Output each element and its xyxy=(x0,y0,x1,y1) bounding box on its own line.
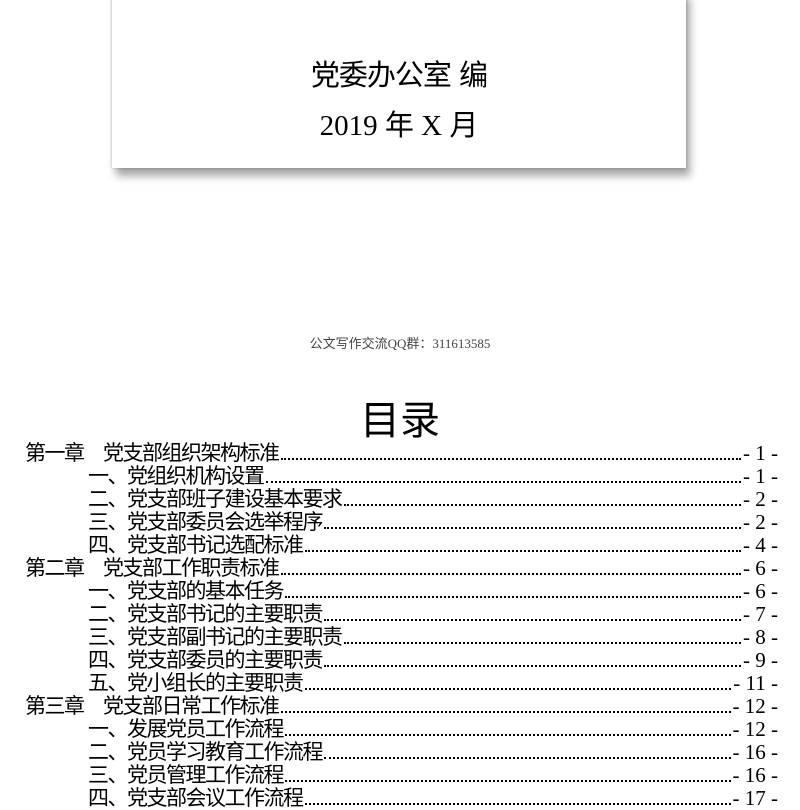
toc-entry-label: 四、党支部书记选配标准 xyxy=(88,533,304,557)
toc-entry-label: 一、发展党员工作流程 xyxy=(88,717,285,741)
toc-entry-label: 一、党组织机构设置 xyxy=(88,464,265,488)
dot-leader xyxy=(343,642,741,644)
toc-entry-label: 第三章 党支部日常工作标准 xyxy=(25,694,280,718)
table-of-contents: 第一章 党支部组织架构标准 - 1 - 一、党组织机构设置 - 1 - 二、党支部班子建… xyxy=(25,442,778,810)
toc-entry-page: - 2 - xyxy=(743,487,778,511)
toc-entry-label: 第一章 党支部组织架构标准 xyxy=(25,441,280,465)
toc-section-entry[interactable]: 四、党支部书记选配标准 - 4 - xyxy=(25,534,778,557)
toc-entry-page: - 12 - xyxy=(732,694,779,718)
toc-entry-page: - 7 - xyxy=(743,602,778,626)
dot-leader xyxy=(304,550,741,552)
dot-leader xyxy=(265,481,741,483)
toc-entry-page: - 17 - xyxy=(732,786,779,810)
toc-section-entry[interactable]: 三、党支部副书记的主要职责 - 8 - xyxy=(25,626,778,649)
toc-entry-label: 一、党支部的基本任务 xyxy=(88,579,285,603)
dot-leader xyxy=(304,803,731,805)
toc-section-entry[interactable]: 四、党支部会议工作流程 - 17 - xyxy=(25,787,778,810)
toc-entry-label: 三、党支部副书记的主要职责 xyxy=(88,625,343,649)
dot-leader xyxy=(324,665,741,667)
toc-entry-page: - 16 - xyxy=(732,763,779,787)
toc-entry-label: 四、党支部会议工作流程 xyxy=(88,786,304,810)
toc-section-entry[interactable]: 四、党支部委员的主要职责 - 9 - xyxy=(25,649,778,672)
dot-leader xyxy=(280,458,741,460)
toc-entry-label: 二、党支部书记的主要职责 xyxy=(88,602,324,626)
toc-entry-label: 四、党支部委员的主要职责 xyxy=(88,648,324,672)
toc-entry-page: - 11 - xyxy=(733,671,778,695)
dot-leader xyxy=(280,573,741,575)
dot-leader xyxy=(304,688,732,690)
toc-entry-page: - 8 - xyxy=(743,625,778,649)
cover-page: 党委办公室 编 2019 年 X 月 xyxy=(112,0,686,168)
toc-entry-page: - 6 - xyxy=(743,579,778,603)
toc-title: 目录 xyxy=(360,398,440,444)
toc-entry-page: - 1 - xyxy=(743,441,778,465)
toc-section-entry[interactable]: 一、党支部的基本任务 - 6 - xyxy=(25,580,778,603)
toc-entry-label: 三、党支部委员会选举程序 xyxy=(88,510,324,534)
toc-entry-label: 第二章 党支部工作职责标准 xyxy=(25,556,280,580)
toc-chapter-entry[interactable]: 第二章 党支部工作职责标准 - 6 - xyxy=(25,557,778,580)
toc-section-entry[interactable]: 二、党员学习教育工作流程 - 16 - xyxy=(25,741,778,764)
dot-leader xyxy=(343,504,741,506)
dot-leader xyxy=(324,619,741,621)
toc-entry-page: - 12 - xyxy=(732,717,779,741)
toc-chapter-entry[interactable]: 第三章 党支部日常工作标准 - 12 - xyxy=(25,695,778,718)
toc-section-entry[interactable]: 一、发展党员工作流程 - 12 - xyxy=(25,718,778,741)
toc-entry-page: - 16 - xyxy=(732,740,779,764)
toc-chapter-entry[interactable]: 第一章 党支部组织架构标准 - 1 - xyxy=(25,442,778,465)
dot-leader xyxy=(285,734,731,736)
toc-entry-page: - 4 - xyxy=(743,533,778,557)
qq-group-note: 公文写作交流QQ群：311613585 xyxy=(309,336,491,351)
toc-section-entry[interactable]: 三、党员管理工作流程 - 16 - xyxy=(25,764,778,787)
dot-leader xyxy=(280,711,731,713)
toc-entry-label: 二、党支部班子建设基本要求 xyxy=(88,487,343,511)
toc-section-entry[interactable]: 三、党支部委员会选举程序 - 2 - xyxy=(25,511,778,534)
dot-leader xyxy=(285,596,741,598)
toc-entry-label: 三、党员管理工作流程 xyxy=(88,763,285,787)
toc-entry-page: - 9 - xyxy=(743,648,778,672)
toc-entry-label: 二、党员学习教育工作流程 xyxy=(88,740,324,764)
dot-leader xyxy=(285,780,731,782)
toc-section-entry[interactable]: 二、党支部班子建设基本要求 - 2 - xyxy=(25,488,778,511)
toc-entry-page: - 1 - xyxy=(743,464,778,488)
dot-leader xyxy=(324,757,731,759)
toc-entry-label: 五、党小组长的主要职责 xyxy=(88,671,304,695)
cover-date: 2019 年 X 月 xyxy=(319,110,479,142)
toc-section-entry[interactable]: 二、党支部书记的主要职责 - 7 - xyxy=(25,603,778,626)
toc-section-entry[interactable]: 五、党小组长的主要职责 - 11 - xyxy=(25,672,778,695)
toc-entry-page: - 2 - xyxy=(743,510,778,534)
dot-leader xyxy=(324,527,741,529)
toc-entry-page: - 6 - xyxy=(743,556,778,580)
cover-editor: 党委办公室 编 xyxy=(310,58,488,92)
toc-section-entry[interactable]: 一、党组织机构设置 - 1 - xyxy=(25,465,778,488)
